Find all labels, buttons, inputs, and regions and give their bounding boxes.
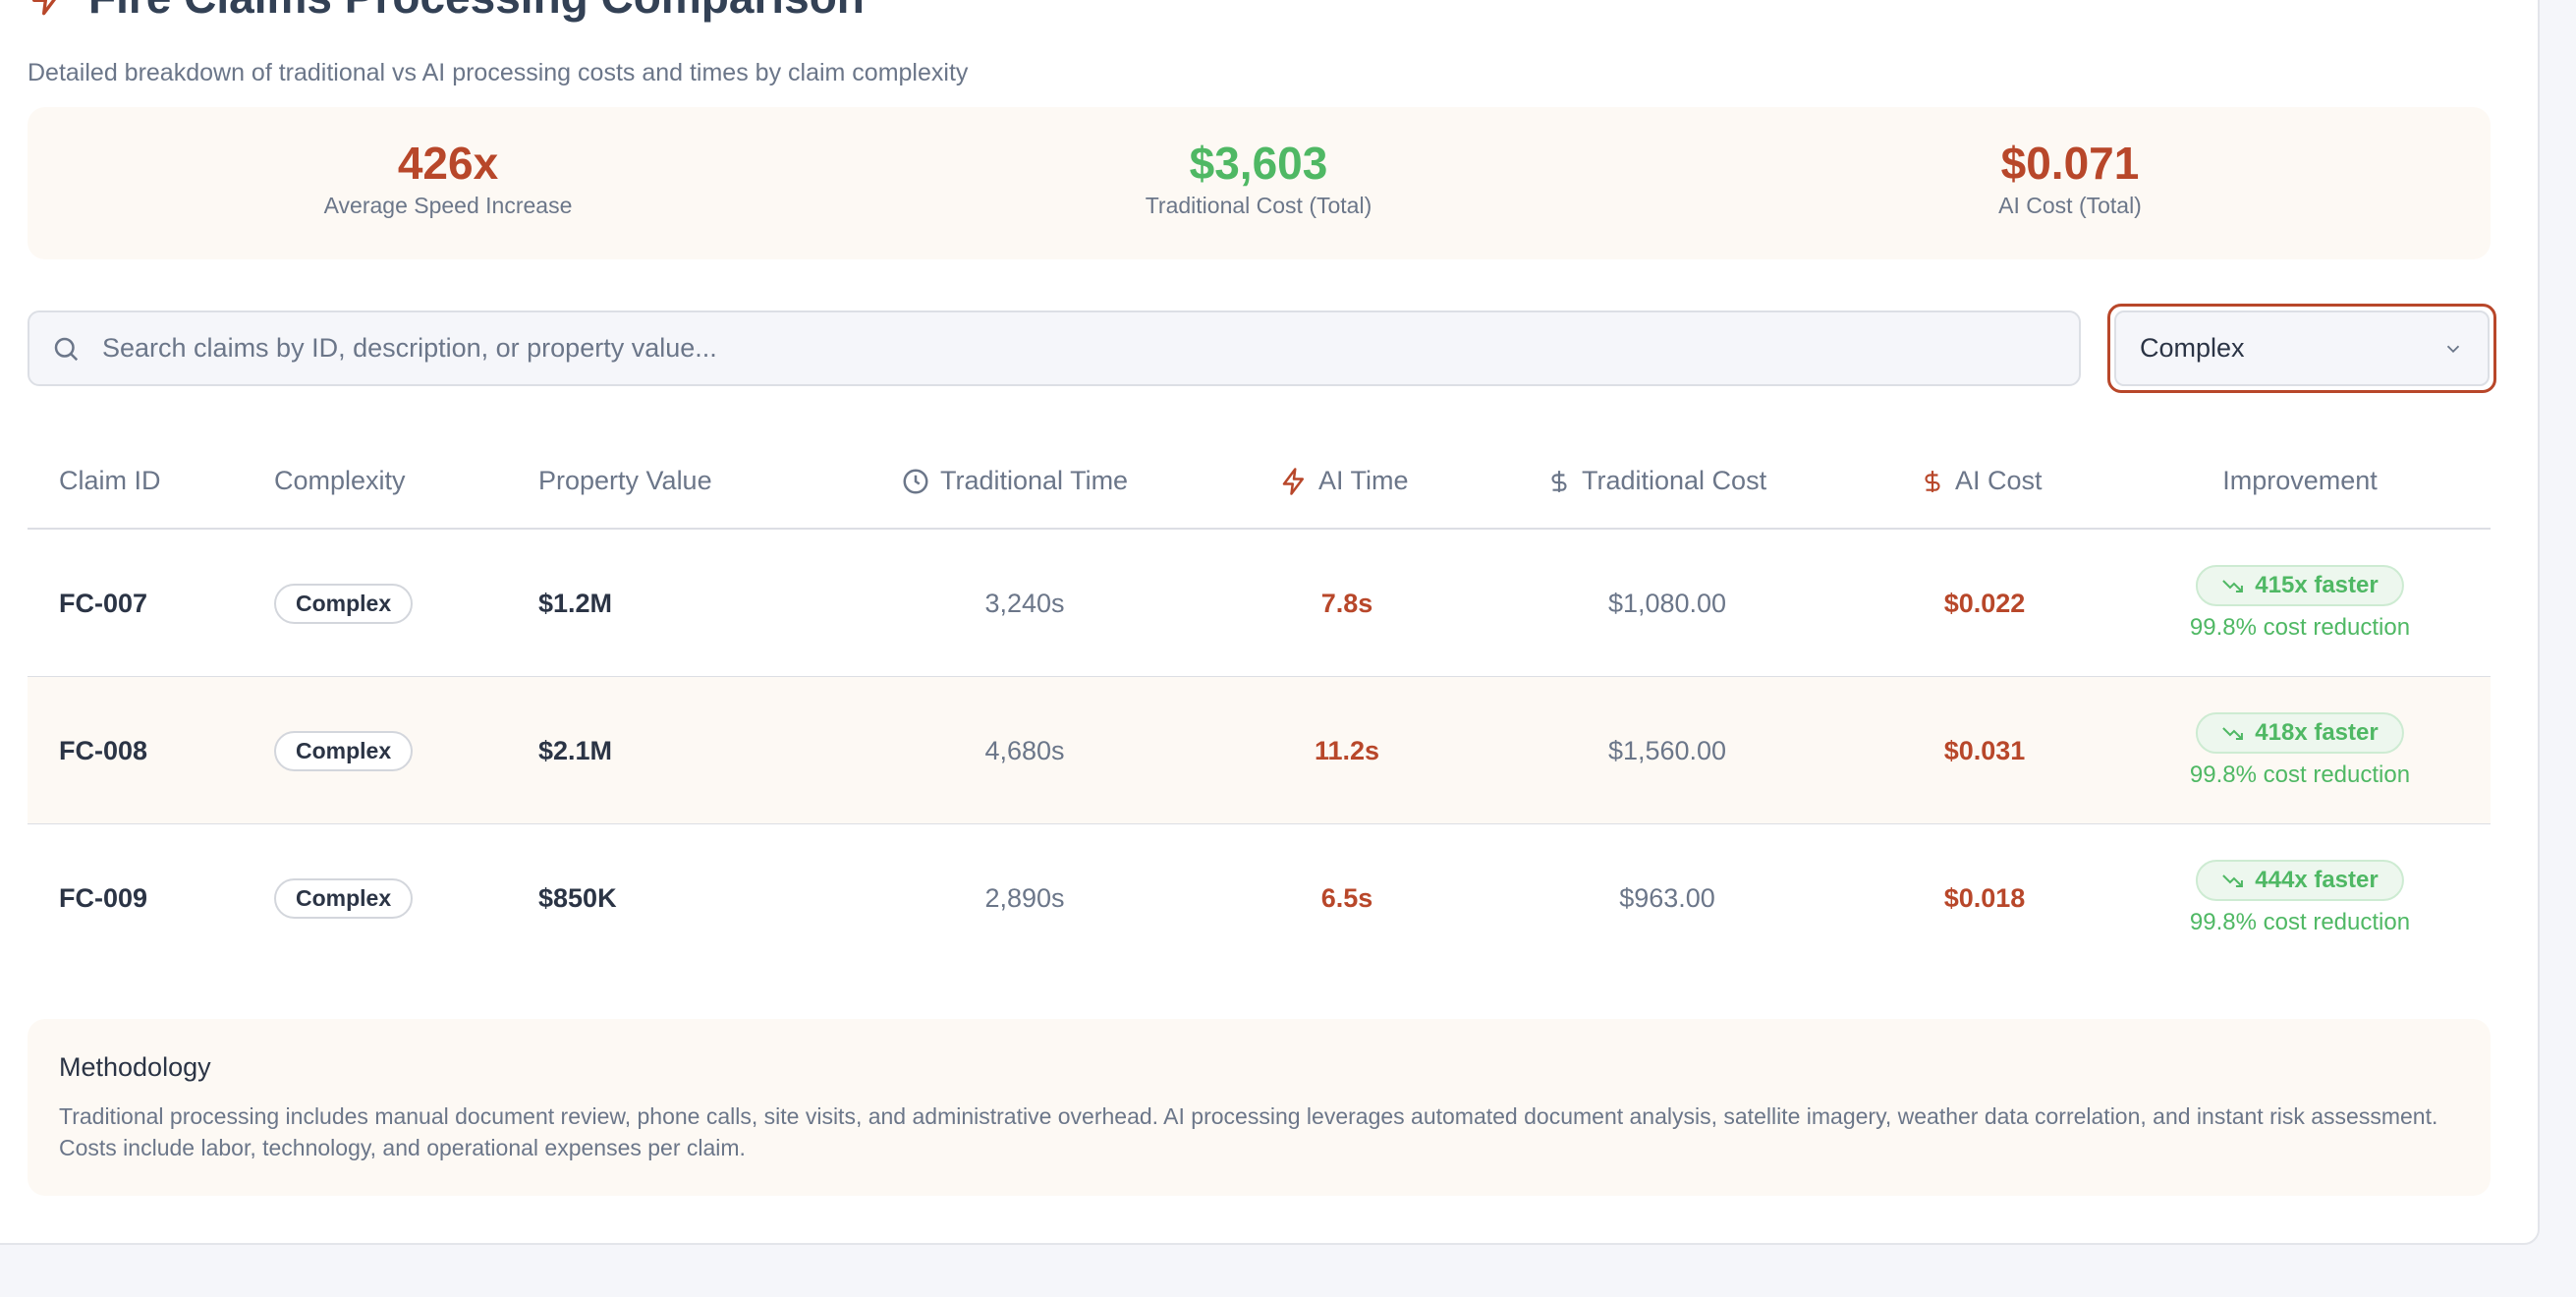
col-label: AI Cost bbox=[1955, 466, 2043, 495]
col-ai-cost: AI Cost bbox=[1920, 466, 2043, 496]
stats-summary: 426x Average Speed Increase $3,603 Traditi… bbox=[28, 107, 2491, 259]
stat-ai-cost: $0.071 AI Cost (Total) bbox=[1775, 139, 2365, 219]
property-value: $2.1M bbox=[538, 735, 613, 765]
dollar-icon bbox=[1551, 470, 1567, 492]
col-label: AI Time bbox=[1318, 466, 1409, 495]
traditional-cost: $1,560.00 bbox=[1607, 735, 1727, 765]
improvement-cell: 415x faster 99.8% cost reduction bbox=[2190, 530, 2410, 677]
traditional-time: 3,240s bbox=[984, 588, 1065, 618]
improvement-cell: 418x faster 99.8% cost reduction bbox=[2190, 677, 2410, 824]
table-row[interactable]: FC-008 Complex $2.1M 4,680s 11.2s $1,560… bbox=[28, 677, 2491, 824]
lightning-icon bbox=[32, 0, 56, 16]
speed-badge: 418x faster bbox=[2196, 712, 2404, 754]
methodology-title: Methodology bbox=[59, 1052, 211, 1082]
cost-reduction: 99.8% cost reduction bbox=[2189, 614, 2411, 641]
search-icon bbox=[54, 337, 79, 361]
cost-reduction: 99.8% cost reduction bbox=[2189, 909, 2411, 935]
traditional-cost: $1,080.00 bbox=[1607, 588, 1727, 618]
complexity-badge: Complex bbox=[274, 877, 414, 919]
col-claim-id: Claim ID bbox=[59, 466, 161, 495]
stat-label: AI Cost (Total) bbox=[1998, 192, 2142, 218]
col-label: Traditional Time bbox=[940, 466, 1129, 495]
col-traditional-time: Traditional Time bbox=[901, 466, 1128, 496]
complexity-cell: Complex bbox=[274, 677, 414, 824]
page-title-wrap: Fire Claims Processing Comparison bbox=[28, 0, 865, 24]
claim-id: FC-007 bbox=[59, 588, 148, 618]
claim-id: FC-009 bbox=[59, 882, 148, 913]
complexity-badge: Complex bbox=[274, 730, 414, 771]
methodology-text: Traditional processing includes manual d… bbox=[59, 1103, 2438, 1160]
speed-text: 444x faster bbox=[2255, 867, 2379, 893]
search-input[interactable] bbox=[102, 333, 1969, 364]
page-title: Fire Claims Processing Comparison bbox=[88, 0, 865, 24]
complexity-cell: Complex bbox=[274, 824, 414, 972]
lightning-icon bbox=[1282, 467, 1304, 495]
complexity-filter[interactable]: Complex bbox=[2107, 304, 2496, 393]
col-improvement: Improvement bbox=[2222, 466, 2378, 495]
complexity-select-value: Complex bbox=[2140, 333, 2245, 363]
col-property-value: Property Value bbox=[538, 466, 712, 495]
traditional-cost: $963.00 bbox=[1619, 882, 1715, 913]
table-row[interactable]: FC-009 Complex $850K 2,890s 6.5s $963.00… bbox=[28, 824, 2491, 972]
ai-time: 7.8s bbox=[1320, 588, 1373, 618]
ai-cost: $0.018 bbox=[1943, 882, 2026, 913]
divider bbox=[28, 528, 2491, 530]
property-value: $850K bbox=[538, 882, 617, 913]
stat-traditional-cost: $3,603 Traditional Cost (Total) bbox=[964, 139, 1553, 219]
methodology-box: Methodology Traditional processing inclu… bbox=[28, 1019, 2491, 1196]
trending-down-icon bbox=[2222, 727, 2244, 740]
complexity-badge: Complex bbox=[274, 583, 414, 624]
claim-id: FC-008 bbox=[59, 735, 148, 765]
page-subtitle: Detailed breakdown of traditional vs AI … bbox=[28, 59, 969, 86]
ai-time: 6.5s bbox=[1320, 882, 1373, 913]
search-box[interactable] bbox=[28, 310, 2081, 386]
col-traditional-cost: Traditional Cost bbox=[1546, 466, 1766, 496]
complexity-select[interactable]: Complex bbox=[2114, 310, 2490, 386]
clock-icon bbox=[903, 469, 928, 493]
chevron-down-icon bbox=[2446, 345, 2460, 353]
col-complexity: Complexity bbox=[274, 466, 406, 495]
improvement-cell: 444x faster 99.8% cost reduction bbox=[2190, 824, 2410, 972]
ai-cost: $0.022 bbox=[1943, 588, 2026, 618]
col-label: Traditional Cost bbox=[1582, 466, 1767, 495]
stat-speed: 426x Average Speed Increase bbox=[153, 139, 743, 219]
complexity-cell: Complex bbox=[274, 530, 414, 677]
table-row[interactable]: FC-007 Complex $1.2M 3,240s 7.8s $1,080.… bbox=[28, 530, 2491, 677]
property-value: $1.2M bbox=[538, 588, 613, 618]
dollar-icon bbox=[1925, 470, 1940, 492]
ai-cost: $0.031 bbox=[1943, 735, 2026, 765]
stat-label: Traditional Cost (Total) bbox=[1145, 192, 1372, 218]
traditional-time: 2,890s bbox=[984, 882, 1065, 913]
speed-text: 418x faster bbox=[2255, 719, 2379, 746]
trending-down-icon bbox=[2222, 580, 2244, 592]
stat-value: $3,603 bbox=[1189, 138, 1328, 189]
speed-badge: 444x faster bbox=[2196, 860, 2404, 901]
ai-time: 11.2s bbox=[1314, 735, 1380, 765]
cost-reduction: 99.8% cost reduction bbox=[2189, 761, 2411, 788]
speed-badge: 415x faster bbox=[2196, 565, 2404, 606]
trending-down-icon bbox=[2222, 874, 2244, 887]
traditional-time: 4,680s bbox=[984, 735, 1065, 765]
speed-text: 415x faster bbox=[2255, 572, 2379, 598]
stat-value: 426x bbox=[397, 138, 499, 189]
col-ai-time: AI Time bbox=[1279, 466, 1409, 496]
stat-label: Average Speed Increase bbox=[323, 192, 573, 218]
stat-value: $0.071 bbox=[2000, 138, 2140, 189]
